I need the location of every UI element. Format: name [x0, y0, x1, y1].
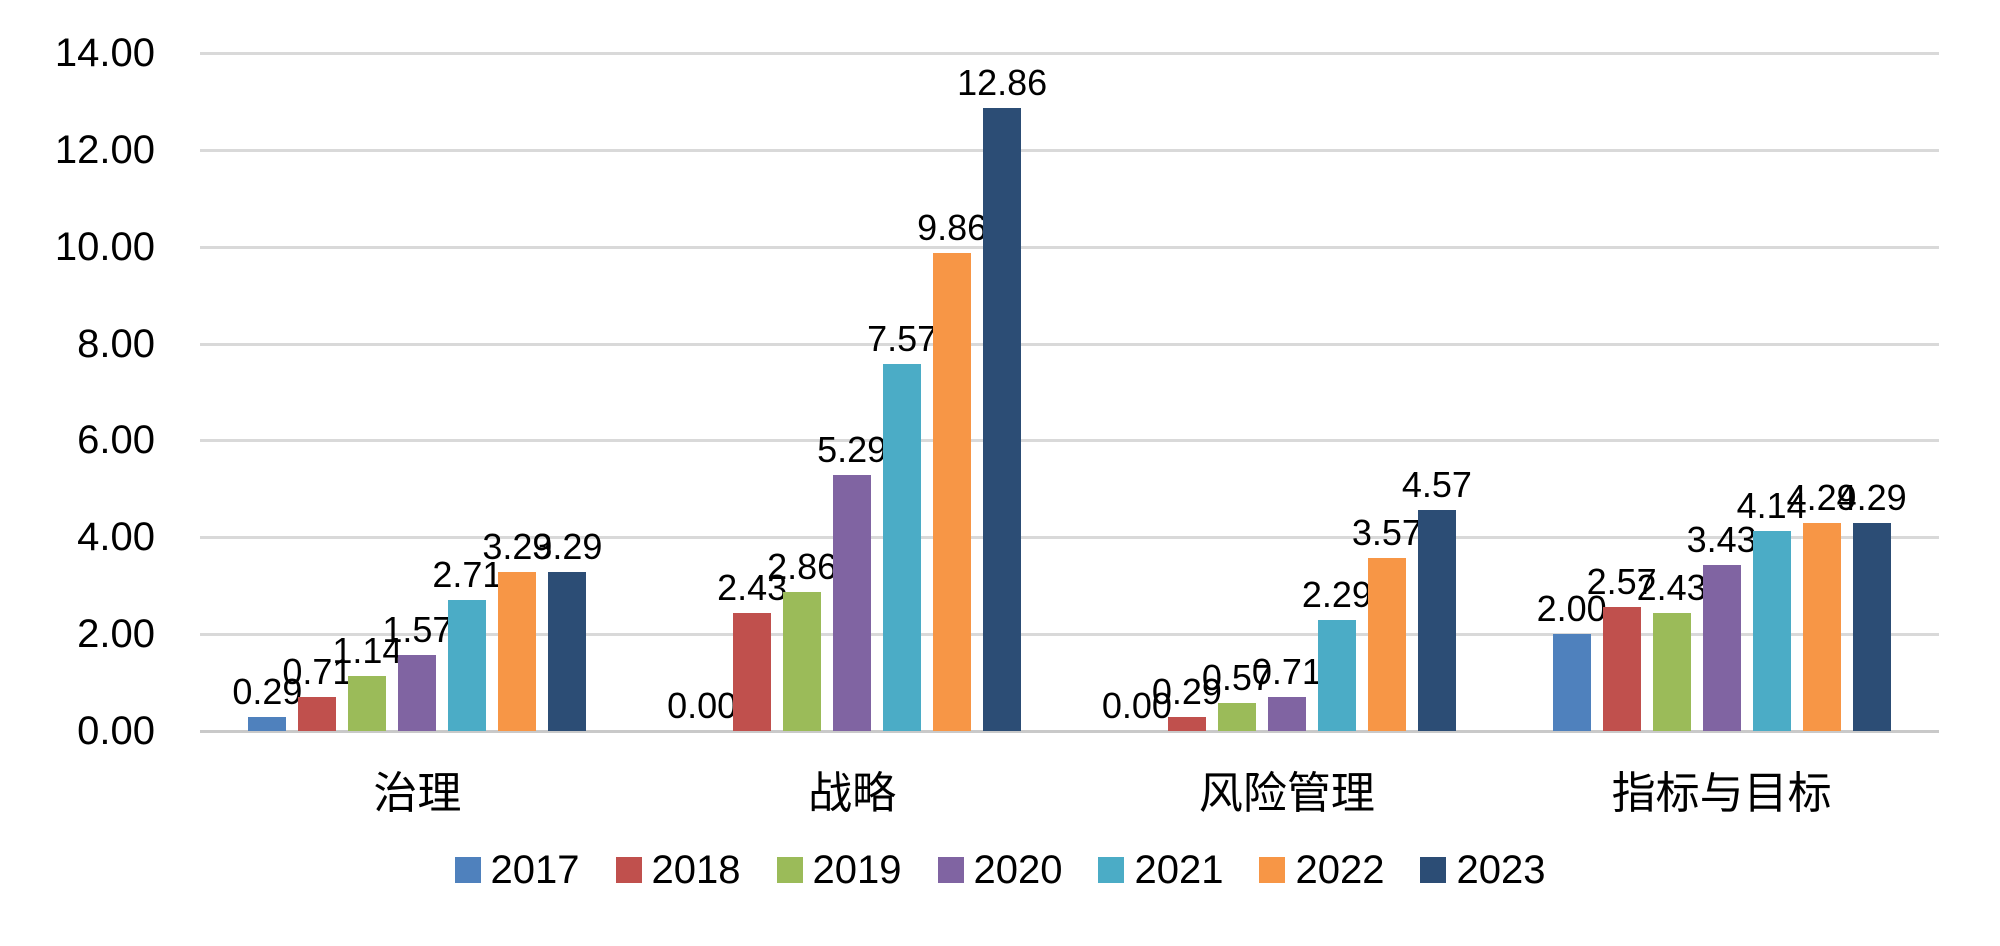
gridline-y-6.00	[200, 439, 1939, 443]
bar-2023-指标与目标	[1852, 523, 1891, 731]
value-label-2017-指标与目标: 2.00	[1536, 588, 1607, 630]
legend-label-2017: 2017	[490, 848, 580, 892]
value-label-2023-战略: 12.86	[957, 62, 1048, 104]
legend-swatch-2022	[1259, 857, 1286, 883]
y-axis-tick-label: 0.00	[77, 709, 155, 753]
bar-2022-战略	[933, 253, 972, 731]
bar-2020-治理	[398, 654, 437, 731]
bar-2018-风险管理	[1167, 716, 1206, 731]
value-label-2022-战略: 9.86	[917, 207, 988, 249]
value-label-2020-治理: 1.57	[382, 608, 453, 650]
gridline-y-12.00	[200, 148, 1939, 152]
bar-2021-风险管理	[1317, 620, 1356, 731]
value-label-2018-指标与目标: 2.57	[1586, 560, 1657, 602]
value-label-2020-风险管理: 0.71	[1251, 650, 1322, 692]
value-label-2021-治理: 2.71	[432, 553, 503, 595]
bar-2021-指标与目标	[1752, 530, 1791, 731]
bar-2021-战略	[883, 364, 922, 731]
legend-label-2019: 2019	[812, 848, 902, 892]
value-label-2022-治理: 3.29	[482, 525, 553, 567]
bar-2022-治理	[498, 571, 537, 731]
y-axis-tick-label: 2.00	[77, 612, 155, 657]
value-label-2022-风险管理: 3.57	[1351, 512, 1422, 554]
legend-swatch-2018	[615, 857, 642, 883]
y-axis-tick-label: 14.00	[54, 31, 155, 75]
legend-swatch-2020	[937, 857, 964, 883]
legend-swatch-2017	[454, 857, 481, 883]
bar-2017-治理	[248, 716, 287, 731]
legend-label-2020: 2020	[973, 848, 1063, 892]
value-label-2021-指标与目标: 4.14	[1736, 484, 1807, 526]
category-label-治理: 治理	[373, 769, 462, 818]
bar-2023-治理	[548, 571, 587, 731]
value-label-2019-治理: 1.14	[332, 629, 403, 671]
category-label-指标与目标: 指标与目标	[1611, 769, 1832, 818]
bar-2020-指标与目标	[1702, 564, 1741, 731]
bar-2021-治理	[448, 599, 487, 731]
value-label-2019-战略: 2.86	[767, 546, 838, 588]
gridline-y-14.00	[200, 52, 1939, 55]
bar-2022-指标与目标	[1802, 523, 1841, 731]
value-label-2020-战略: 5.29	[817, 428, 888, 470]
bar-2023-风险管理	[1417, 509, 1456, 731]
bar-2020-风险管理	[1267, 696, 1306, 731]
value-label-2021-战略: 7.57	[867, 318, 938, 360]
gridline-y-8.00	[200, 342, 1939, 346]
gridline-y-0.00	[200, 730, 1939, 733]
value-label-2021-风险管理: 2.29	[1301, 574, 1372, 616]
legend-label-2018: 2018	[651, 848, 741, 892]
bar-2023-战略	[983, 108, 1022, 731]
legend-item-2023: 2023	[1420, 850, 1545, 890]
value-label-2020-指标与目标: 3.43	[1686, 518, 1757, 560]
bar-2017-指标与目标	[1552, 634, 1591, 731]
category-label-风险管理: 风险管理	[1198, 769, 1375, 818]
value-label-2023-风险管理: 4.57	[1401, 463, 1472, 505]
gridline-y-2.00	[200, 633, 1939, 637]
legend-item-2022: 2022	[1259, 850, 1384, 890]
gridline-y-10.00	[200, 245, 1939, 249]
value-label-2018-风险管理: 0.29	[1151, 670, 1222, 712]
bar-2019-治理	[348, 675, 387, 731]
bar-2019-战略	[783, 592, 822, 731]
value-label-2018-治理: 0.71	[282, 650, 353, 692]
legend-swatch-2019	[776, 857, 803, 883]
legend-label-2021: 2021	[1134, 848, 1224, 892]
legend-item-2018: 2018	[615, 848, 741, 892]
bar-2022-风险管理	[1367, 558, 1406, 731]
legend-item-2017: 2017	[454, 848, 580, 892]
value-label-2019-风险管理: 0.57	[1201, 657, 1272, 699]
legend-item-2021: 2021	[1098, 850, 1223, 890]
bar-2019-指标与目标	[1652, 613, 1691, 731]
legend-swatch-2021	[1098, 857, 1125, 883]
legend-item-2019: 2019	[776, 848, 902, 892]
value-label-2018-战略: 2.43	[717, 567, 788, 609]
bar-2019-风险管理	[1217, 703, 1256, 731]
bar-2018-战略	[733, 613, 772, 731]
legend-item-2020: 2020	[937, 848, 1063, 892]
gridline-y-4.00	[200, 536, 1939, 540]
value-label-2019-指标与目标: 2.43	[1636, 567, 1707, 609]
y-axis-tick-label: 4.00	[77, 515, 155, 560]
y-axis-tick-label: 12.00	[54, 127, 155, 172]
y-axis-tick-label: 8.00	[77, 321, 155, 366]
bar-2018-指标与目标	[1602, 606, 1641, 731]
value-label-2022-指标与目标: 4.29	[1786, 477, 1857, 519]
value-label-2017-风险管理: 0.00	[1101, 685, 1172, 726]
legend-label-2022: 2022	[1295, 848, 1385, 892]
y-axis-tick-label: 6.00	[77, 418, 155, 463]
legend-label-2023: 2023	[1456, 848, 1546, 892]
y-axis-tick-label: 10.00	[54, 224, 155, 269]
chart-legend: 2017 2018 2019 2020 2021 2022 2023	[0, 850, 2000, 890]
value-label-2017-战略: 0.00	[667, 685, 738, 726]
bar-2020-战略	[833, 474, 872, 731]
legend-swatch-2023	[1420, 857, 1447, 883]
value-label-2023-指标与目标: 4.29	[1836, 477, 1907, 519]
category-label-战略: 战略	[808, 769, 897, 818]
bar-2018-治理	[298, 696, 337, 731]
value-label-2017-治理: 0.29	[232, 670, 303, 712]
value-label-2023-治理: 3.29	[532, 525, 603, 567]
